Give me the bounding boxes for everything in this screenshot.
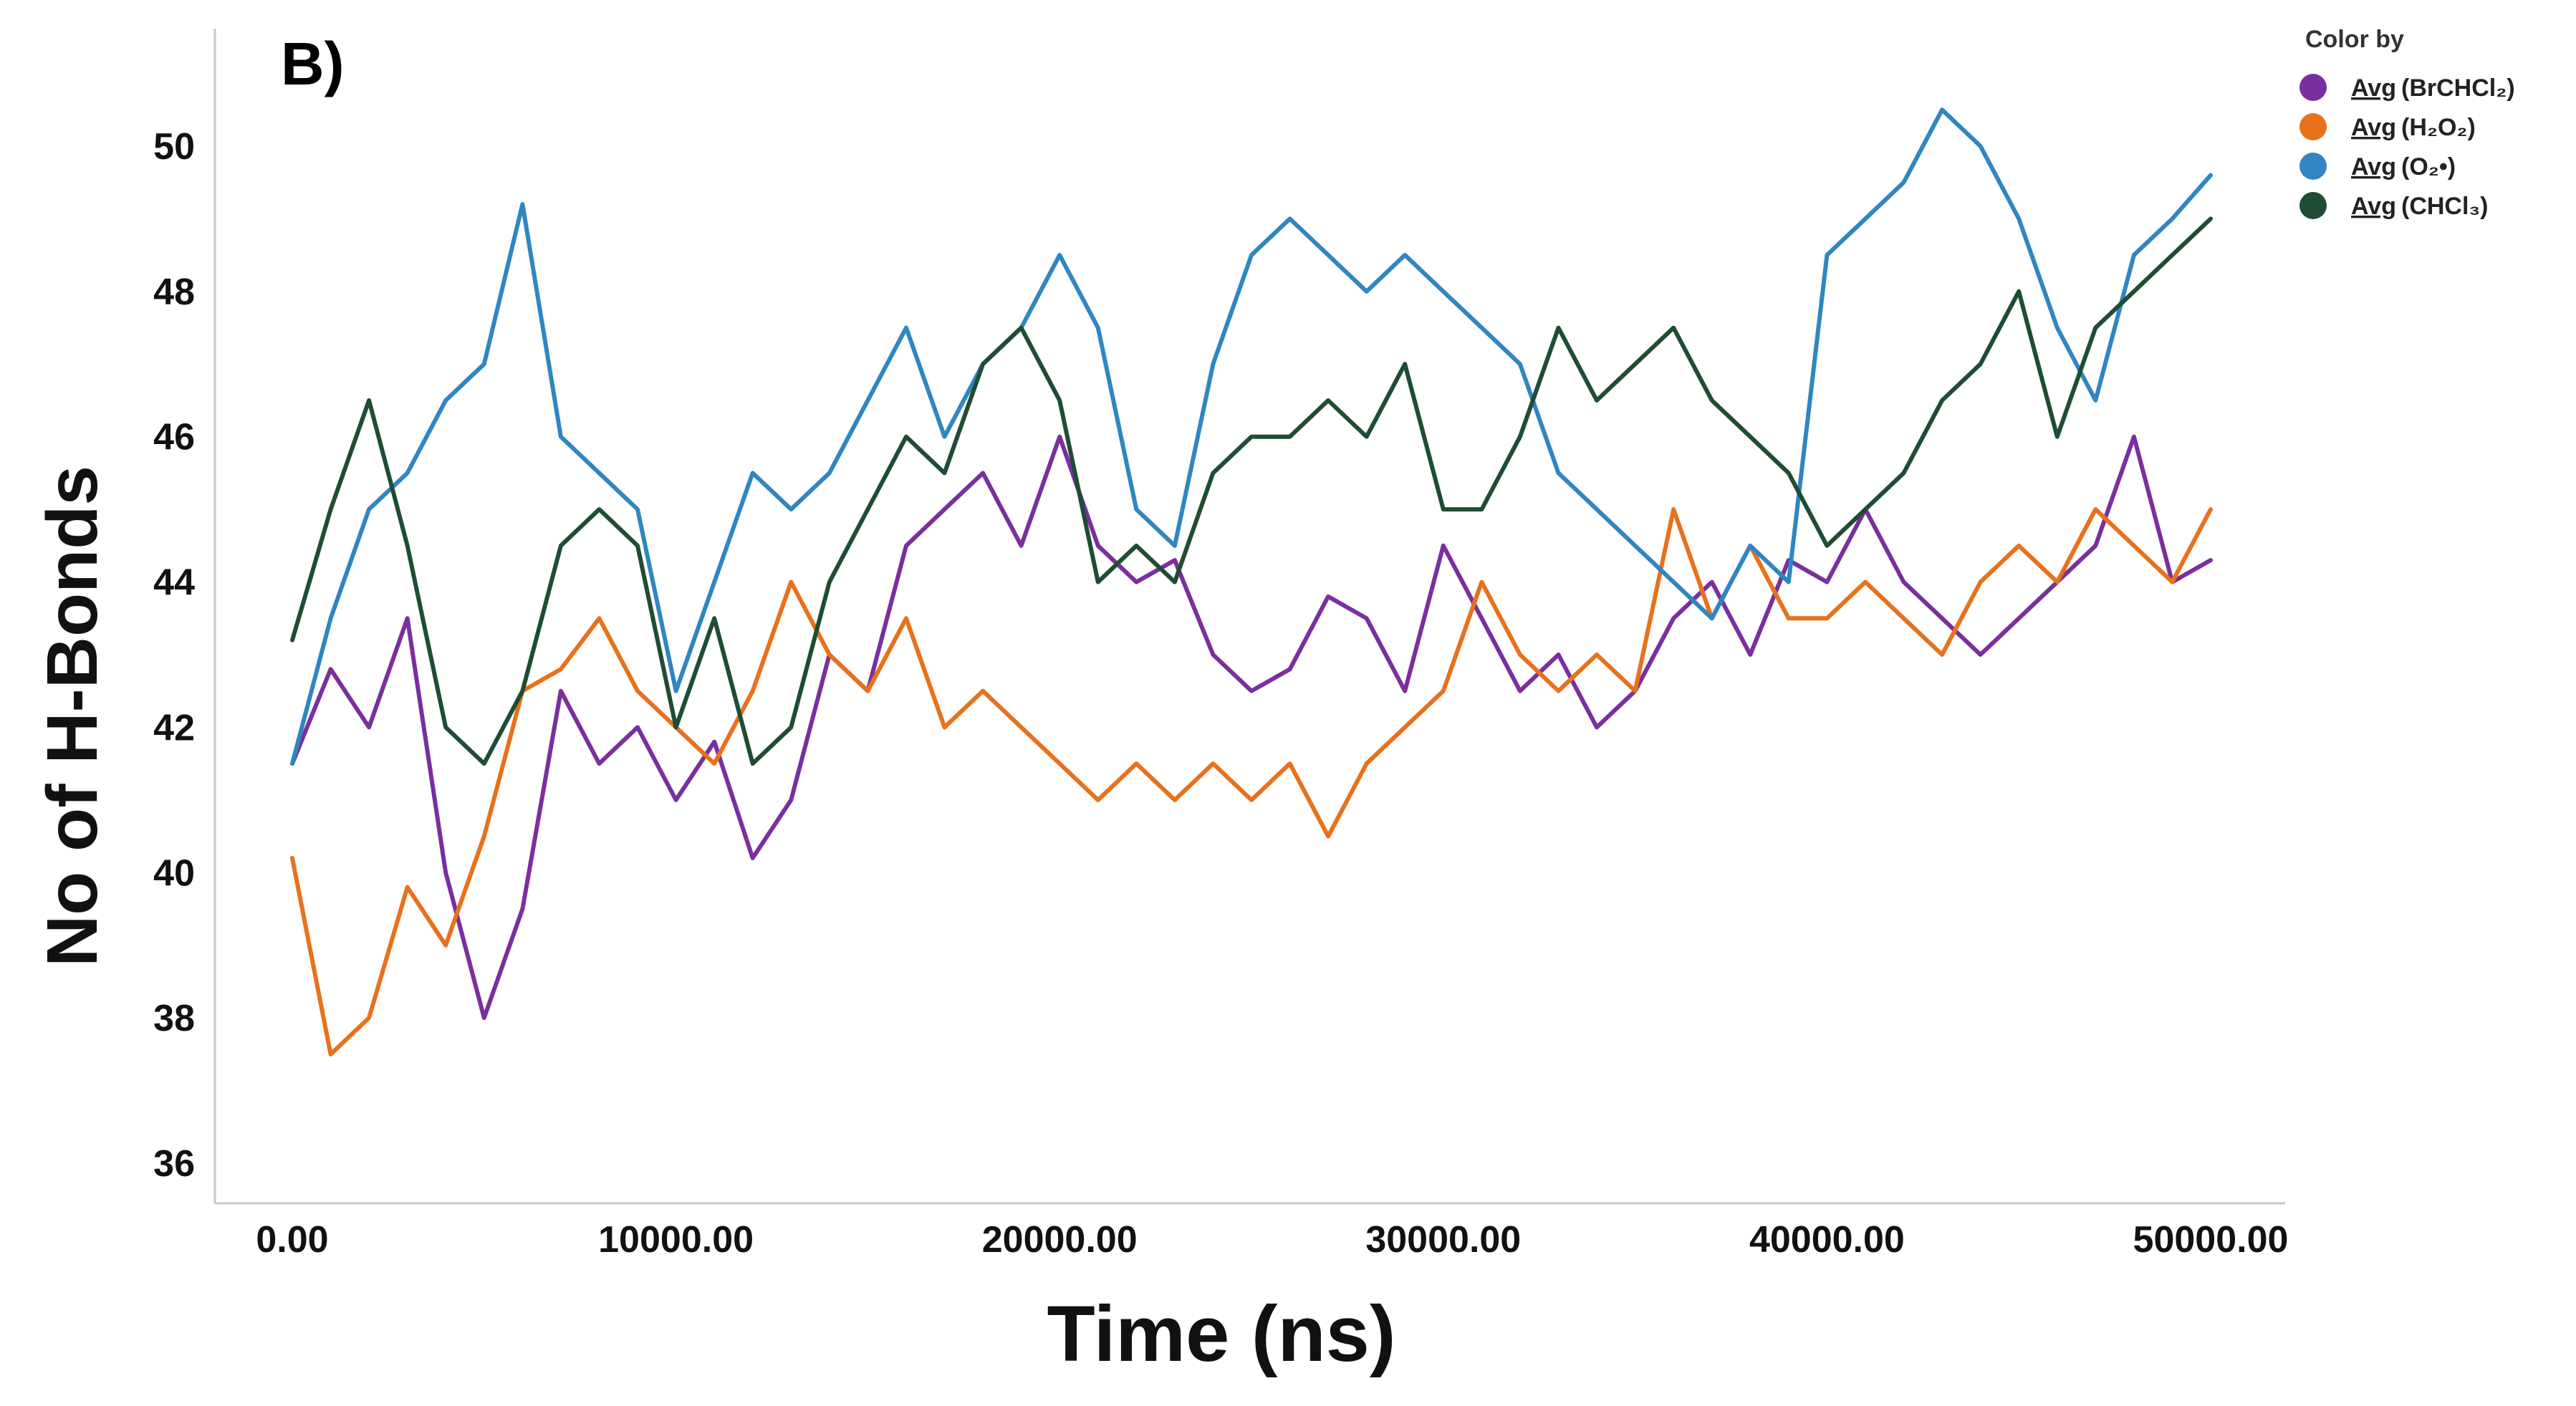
y-tick-labels: 36 38 40 42 44 46 48 50	[153, 126, 195, 1185]
legend-title: Color by	[2305, 26, 2404, 53]
x-axis-title: Time (ns)	[1047, 1290, 1396, 1378]
x-tick-labels: 0.00 10000.00 20000.00 30000.00 40000.00 5000…	[256, 1219, 2288, 1261]
legend-entry: Avg (O₂•)	[2299, 153, 2456, 180]
series-line-2	[290, 107, 2213, 766]
legend-prefix: Avg	[2351, 74, 2396, 102]
series-line-0	[290, 434, 2213, 1021]
legend: Color by Avg (BrCHCl₂)Avg (H₂O₂)Avg (O₂•)Av…	[2299, 26, 2515, 220]
y-tick-label: 38	[153, 998, 195, 1039]
legend-marker	[2299, 192, 2327, 219]
legend-prefix: Avg	[2351, 193, 2396, 220]
x-tick-label: 0.00	[256, 1219, 328, 1261]
y-axis-title: No of H-Bonds	[32, 466, 112, 967]
legend-entry: Avg (H₂O₂)	[2299, 113, 2476, 141]
legend-label: (O₂•)	[2401, 153, 2456, 180]
legend-prefix: Avg	[2351, 114, 2396, 141]
y-tick-label: 48	[153, 271, 195, 313]
y-tick-label: 40	[153, 852, 195, 894]
legend-entry: Avg (BrCHCl₂)	[2299, 74, 2515, 102]
x-tick-label: 30000.00	[1365, 1219, 1521, 1261]
legend-label: (BrCHCl₂)	[2401, 74, 2515, 102]
y-tick-label: 36	[153, 1143, 195, 1185]
series-layer	[290, 107, 2213, 1056]
y-tick-label: 44	[153, 562, 195, 604]
x-tick-label: 20000.00	[982, 1219, 1138, 1261]
legend-label: (CHCl₃)	[2401, 193, 2488, 220]
legend-marker	[2299, 113, 2327, 140]
x-tick-label: 10000.00	[598, 1219, 754, 1261]
series-line-3	[290, 216, 2213, 766]
legend-prefix: Avg	[2351, 153, 2396, 180]
x-tick-label: 50000.00	[2133, 1219, 2289, 1261]
legend-label: (H₂O₂)	[2401, 114, 2476, 141]
y-tick-label: 42	[153, 707, 195, 748]
y-tick-label: 46	[153, 417, 195, 458]
legend-entries: Avg (BrCHCl₂)Avg (H₂O₂)Avg (O₂•)Avg (CHCl₃)	[2299, 74, 2515, 220]
legend-entry: Avg (CHCl₃)	[2299, 192, 2488, 220]
legend-marker	[2299, 74, 2327, 101]
series-line-1	[290, 507, 2213, 1056]
legend-marker	[2299, 153, 2327, 180]
y-tick-label: 50	[153, 126, 195, 168]
x-tick-label: 40000.00	[1749, 1219, 1905, 1261]
panel-label: B)	[281, 30, 345, 97]
plot-area: 0.00 10000.00 20000.00 30000.00 40000.00 5000…	[153, 29, 2288, 1261]
